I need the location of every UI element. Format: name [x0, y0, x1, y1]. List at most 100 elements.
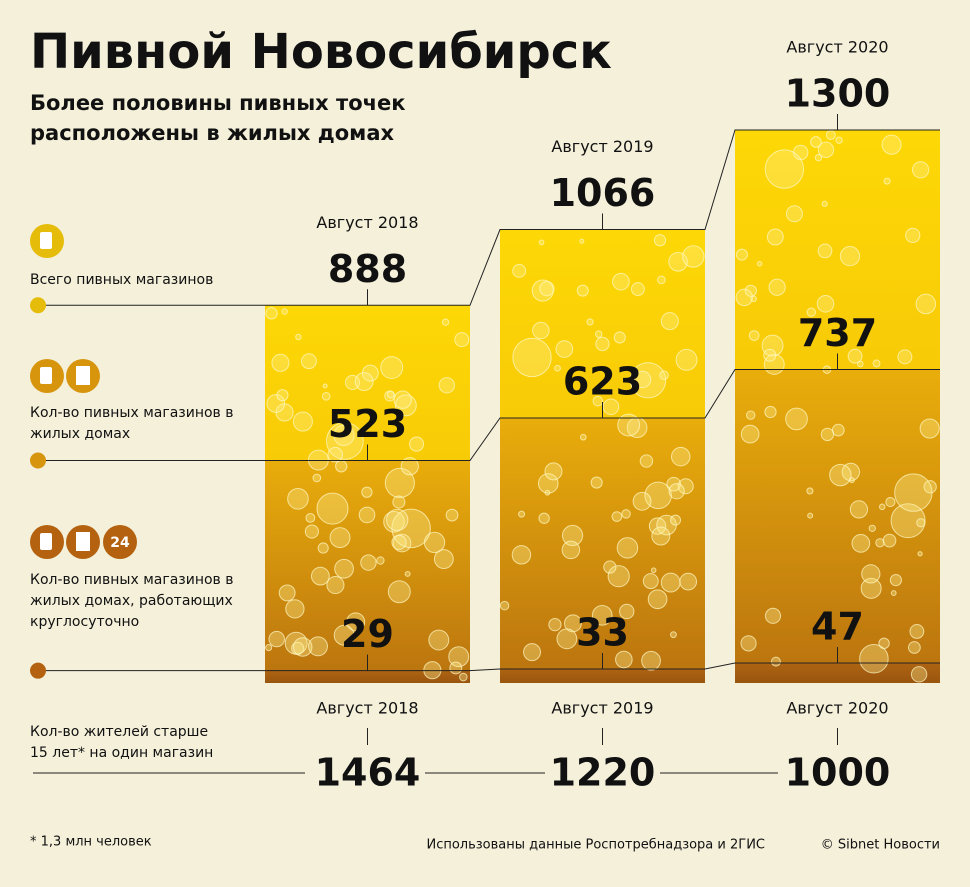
- bubble: [761, 334, 784, 357]
- source: Использованы данные Роспотребнадзора и 2…: [426, 838, 765, 853]
- bubble: [322, 383, 328, 389]
- bubble: [576, 284, 589, 297]
- bubble: [563, 614, 582, 633]
- bubble: [554, 364, 561, 372]
- bubble: [868, 524, 876, 532]
- bubble: [861, 564, 881, 584]
- bubble: [561, 524, 584, 547]
- legend-label: Кол-во пивных магазинов в жилых домах, р…: [30, 572, 234, 630]
- value-label: 888: [328, 247, 407, 291]
- bubble: [807, 512, 814, 519]
- bubble: [592, 395, 604, 407]
- bubble: [310, 566, 330, 586]
- bubble: [295, 333, 302, 341]
- bubble: [538, 239, 545, 246]
- bubble: [512, 337, 552, 378]
- bubble: [617, 413, 641, 437]
- bubble: [409, 436, 425, 452]
- bubble: [679, 572, 698, 591]
- bubble: [756, 260, 763, 267]
- bubble: [814, 153, 823, 162]
- residents-value: 1464: [315, 751, 421, 795]
- bubble: [831, 423, 845, 437]
- bubble: [329, 527, 351, 549]
- bubble: [670, 631, 677, 639]
- bubble: [271, 353, 290, 372]
- bubble: [847, 348, 863, 364]
- bubble: [644, 481, 672, 510]
- bubble: [532, 321, 550, 340]
- bubble: [292, 637, 313, 657]
- footnote: * 1,3 млн человек: [30, 835, 152, 850]
- bubble: [391, 534, 407, 551]
- bubble: [586, 318, 594, 326]
- bubble: [454, 332, 470, 348]
- bubble: [806, 307, 816, 317]
- bubble: [441, 318, 450, 326]
- bubble: [660, 312, 679, 331]
- bubble: [327, 446, 344, 463]
- bubble: [919, 418, 940, 439]
- legend-dot: [30, 452, 46, 469]
- bubble: [670, 446, 691, 467]
- bubble: [860, 577, 882, 599]
- bubble: [764, 149, 805, 189]
- bubble: [333, 624, 355, 646]
- category-label: Август 2020: [786, 38, 888, 57]
- bubble: [265, 644, 273, 652]
- residents-value: 1220: [550, 751, 656, 795]
- bubble: [882, 533, 897, 548]
- bubble: [555, 340, 574, 358]
- bubble: [910, 666, 928, 683]
- value-label: 1066: [550, 171, 656, 215]
- value-label: 29: [341, 612, 394, 656]
- bubble: [539, 280, 555, 297]
- bubble: [511, 545, 532, 565]
- legend-label: Кол-во пивных магазинов в жилых домах: [30, 405, 234, 442]
- bubble: [304, 524, 319, 539]
- bubble: [538, 512, 550, 524]
- bubble: [316, 492, 349, 525]
- bubble: [632, 491, 652, 511]
- bubble: [911, 161, 930, 179]
- category-label: Август 2020: [786, 699, 888, 718]
- bubble: [890, 503, 926, 539]
- bubble: [292, 411, 313, 432]
- bubble: [523, 643, 542, 662]
- bubble: [764, 405, 777, 419]
- bubble: [770, 656, 781, 667]
- bubble: [748, 330, 760, 341]
- bubble: [872, 359, 881, 368]
- bubble: [616, 537, 639, 559]
- bubble: [276, 389, 289, 402]
- bubble: [894, 473, 933, 512]
- value-label: 47: [811, 605, 864, 649]
- bubble: [400, 457, 419, 476]
- badge: 24: [110, 535, 130, 551]
- bubble: [360, 554, 377, 571]
- bubble: [660, 572, 681, 593]
- bubble: [376, 556, 385, 565]
- category-label: Август 2018: [316, 699, 418, 718]
- bubble: [544, 462, 563, 481]
- title: Пивной Новосибирск: [30, 24, 612, 80]
- bubble: [380, 356, 404, 380]
- bubble: [285, 599, 305, 619]
- bubble: [817, 141, 835, 158]
- bar: [500, 668, 705, 683]
- bubble: [428, 629, 450, 651]
- bubble: [785, 407, 808, 431]
- bubble: [518, 510, 526, 518]
- bubble: [650, 567, 657, 574]
- value-label: 623: [563, 359, 642, 403]
- bubble: [387, 580, 411, 604]
- bubble: [670, 514, 682, 526]
- category-label: Август 2019: [551, 137, 653, 156]
- bubble: [642, 573, 659, 590]
- bubble: [312, 473, 322, 483]
- bubble: [358, 506, 376, 524]
- bubble: [675, 348, 698, 371]
- bubble: [612, 272, 630, 291]
- bubble: [619, 603, 635, 620]
